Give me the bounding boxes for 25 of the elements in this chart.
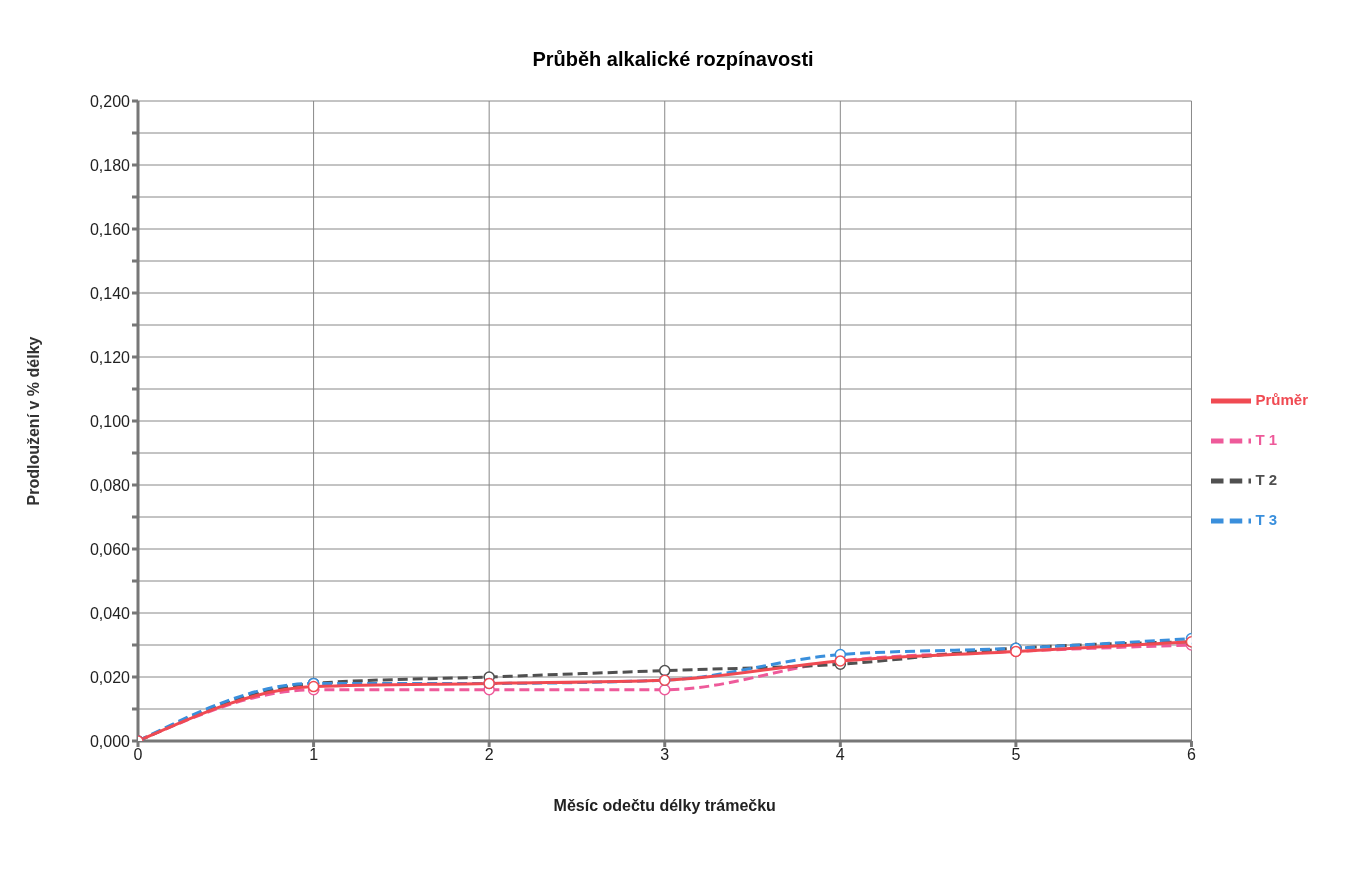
y-tick-label: 0,040: [89, 604, 131, 622]
legend-label: Průměr: [1255, 390, 1308, 408]
chart-title: Průběh alkalické rozpínavosti: [531, 47, 815, 72]
legend-label: T 3: [1255, 510, 1278, 528]
x-axis-title: Měsíc odečtu délky trámečku: [553, 797, 776, 814]
y-tick-label: 0,000: [89, 732, 131, 750]
y-tick-label: 0,060: [89, 540, 131, 558]
x-tick-label: 5: [1011, 746, 1021, 764]
y-tick-label: 0,120: [89, 348, 131, 366]
y-tick-label: 0,160: [89, 220, 131, 238]
x-tick-label: 4: [835, 746, 845, 764]
x-tick-label: 6: [1187, 746, 1197, 764]
x-tick-label: 1: [309, 746, 319, 764]
y-tick-label: 0,020: [89, 668, 131, 686]
y-tick-label: 0,200: [89, 92, 131, 110]
y-tick-label: 0,180: [89, 156, 131, 174]
x-tick-label: 0: [133, 746, 143, 764]
y-axis-title: Prodloužení v % délky: [24, 336, 42, 506]
legend-label: T 2: [1255, 470, 1278, 488]
y-tick-label: 0,100: [89, 412, 131, 430]
y-tick-label: 0,140: [89, 284, 131, 302]
legend-label: T 1: [1255, 430, 1278, 448]
x-tick-label: 3: [660, 746, 670, 764]
y-tick-label: 0,080: [89, 476, 131, 494]
x-tick-label: 2: [484, 746, 494, 764]
